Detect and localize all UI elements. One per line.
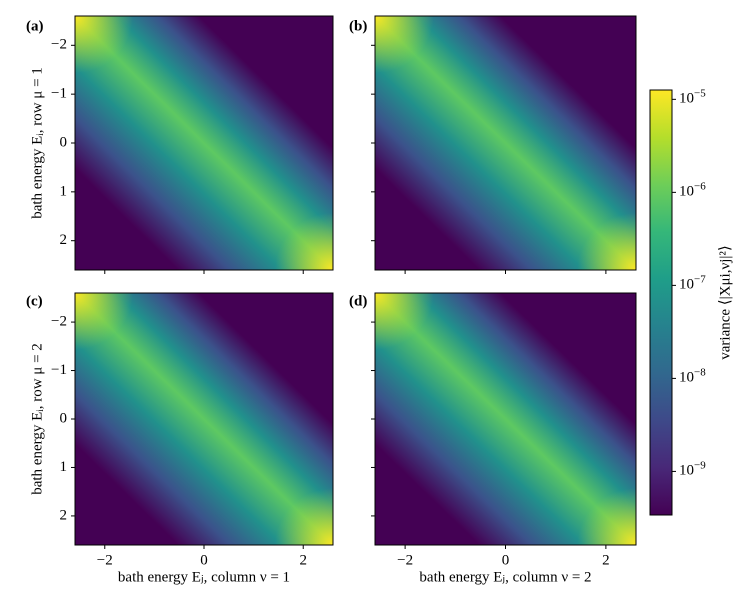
- heatmap-image: [375, 293, 636, 545]
- x-axis-label: bath energy Eⱼ, column ν = 2: [419, 569, 591, 585]
- heatmap-image: [75, 293, 333, 545]
- heatmap-corner: [75, 16, 134, 74]
- y-tick-label: −2: [51, 314, 67, 330]
- x-tick-label: 2: [299, 552, 307, 568]
- x-tick-label: −2: [397, 552, 413, 568]
- y-tick-label: 1: [60, 183, 68, 199]
- colorbar-tick-label: 10−7: [679, 273, 706, 293]
- y-axis-label: bath energy Eᵢ, row μ = 2: [29, 343, 45, 495]
- colorbar-tick-label: 10−5: [679, 87, 706, 107]
- y-tick-label: 0: [60, 410, 68, 426]
- colorbar-tick-label: 10−9: [679, 459, 706, 479]
- panel-label: (b): [349, 18, 367, 34]
- heatmap-image: [75, 16, 333, 270]
- heatmap-corner: [375, 293, 434, 350]
- panel-label: (a): [26, 18, 44, 34]
- y-tick-label: 1: [60, 459, 68, 475]
- heatmap-corner: [274, 488, 333, 545]
- heatmap-corner: [577, 488, 636, 545]
- y-tick-label: 2: [60, 507, 68, 523]
- y-tick-label: −1: [51, 362, 67, 378]
- colorbar-tick-label: 10−8: [679, 366, 706, 386]
- colorbar-tick-label: 10−6: [679, 180, 706, 200]
- y-tick-label: −2: [51, 37, 67, 53]
- heatmap-corner: [75, 293, 134, 350]
- x-tick-label: 0: [200, 552, 208, 568]
- y-tick-label: 2: [60, 232, 68, 248]
- x-tick-label: −2: [97, 552, 113, 568]
- heatmap-corner: [274, 212, 333, 270]
- panel-label: (d): [349, 293, 367, 309]
- y-axis-label: bath energy Eᵢ, row μ = 1: [29, 67, 45, 219]
- y-tick-label: −1: [51, 86, 67, 102]
- y-tick-label: 0: [60, 134, 68, 150]
- x-axis-label: bath energy Eⱼ, column ν = 1: [118, 569, 290, 585]
- panel-label: (c): [26, 293, 43, 309]
- colorbar-label: variance ⟨|Xμi,νj|²⟩: [717, 245, 733, 360]
- x-tick-label: 2: [602, 552, 610, 568]
- heatmap-corner: [375, 16, 434, 74]
- heatmap-image: [375, 16, 636, 270]
- heatmap-corner: [577, 212, 636, 270]
- x-tick-label: 0: [502, 552, 510, 568]
- colorbar: [649, 89, 673, 516]
